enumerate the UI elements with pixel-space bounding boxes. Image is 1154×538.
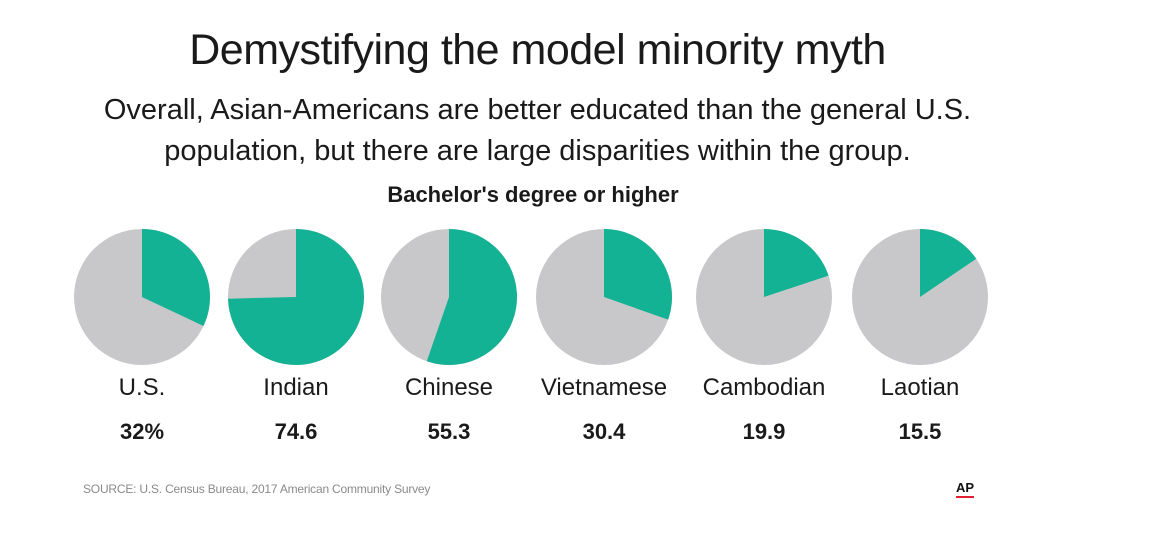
pie-slice-chinese (426, 229, 518, 365)
value-label-vietnamese: 30.4 (582, 419, 626, 444)
category-label-laotian: Laotian (880, 374, 960, 401)
subtitle-line-1: Overall, Asian-Americans are better educ… (103, 94, 972, 126)
source-note: SOURCE: U.S. Census Bureau, 2017 America… (83, 482, 431, 496)
pie-slice-laotian (920, 229, 977, 297)
value-label-indian: 74.6 (274, 419, 318, 444)
category-label-vietnamese: Vietnamese (540, 374, 668, 401)
value-label-laotian: 15.5 (898, 419, 942, 444)
pie-slice-u-s (142, 229, 211, 326)
category-label-u-s: U.S. (118, 374, 166, 401)
value-label-u-s: 32% (119, 419, 165, 444)
pie-group-title: Bachelor's degree or higher (387, 182, 679, 207)
subtitle-line-2: population, but there are large disparit… (164, 135, 911, 167)
value-label-chinese: 55.3 (427, 419, 471, 444)
chart-title-heading: Demystifying the model minority myth (189, 26, 886, 74)
value-label-cambodian: 19.9 (742, 419, 786, 444)
ap-logo: AP (956, 481, 975, 498)
pie-charts (74, 229, 988, 365)
chart-subtitle: Overall, Asian-Americans are better educ… (40, 90, 1035, 172)
category-label-indian: Indian (263, 374, 329, 401)
pie-slice-cambodian (764, 229, 829, 297)
category-label-cambodian: Cambodian (702, 374, 826, 401)
pie-slice-indian (228, 229, 364, 365)
category-label-chinese: Chinese (404, 374, 494, 401)
pie-slice-vietnamese (604, 229, 672, 320)
